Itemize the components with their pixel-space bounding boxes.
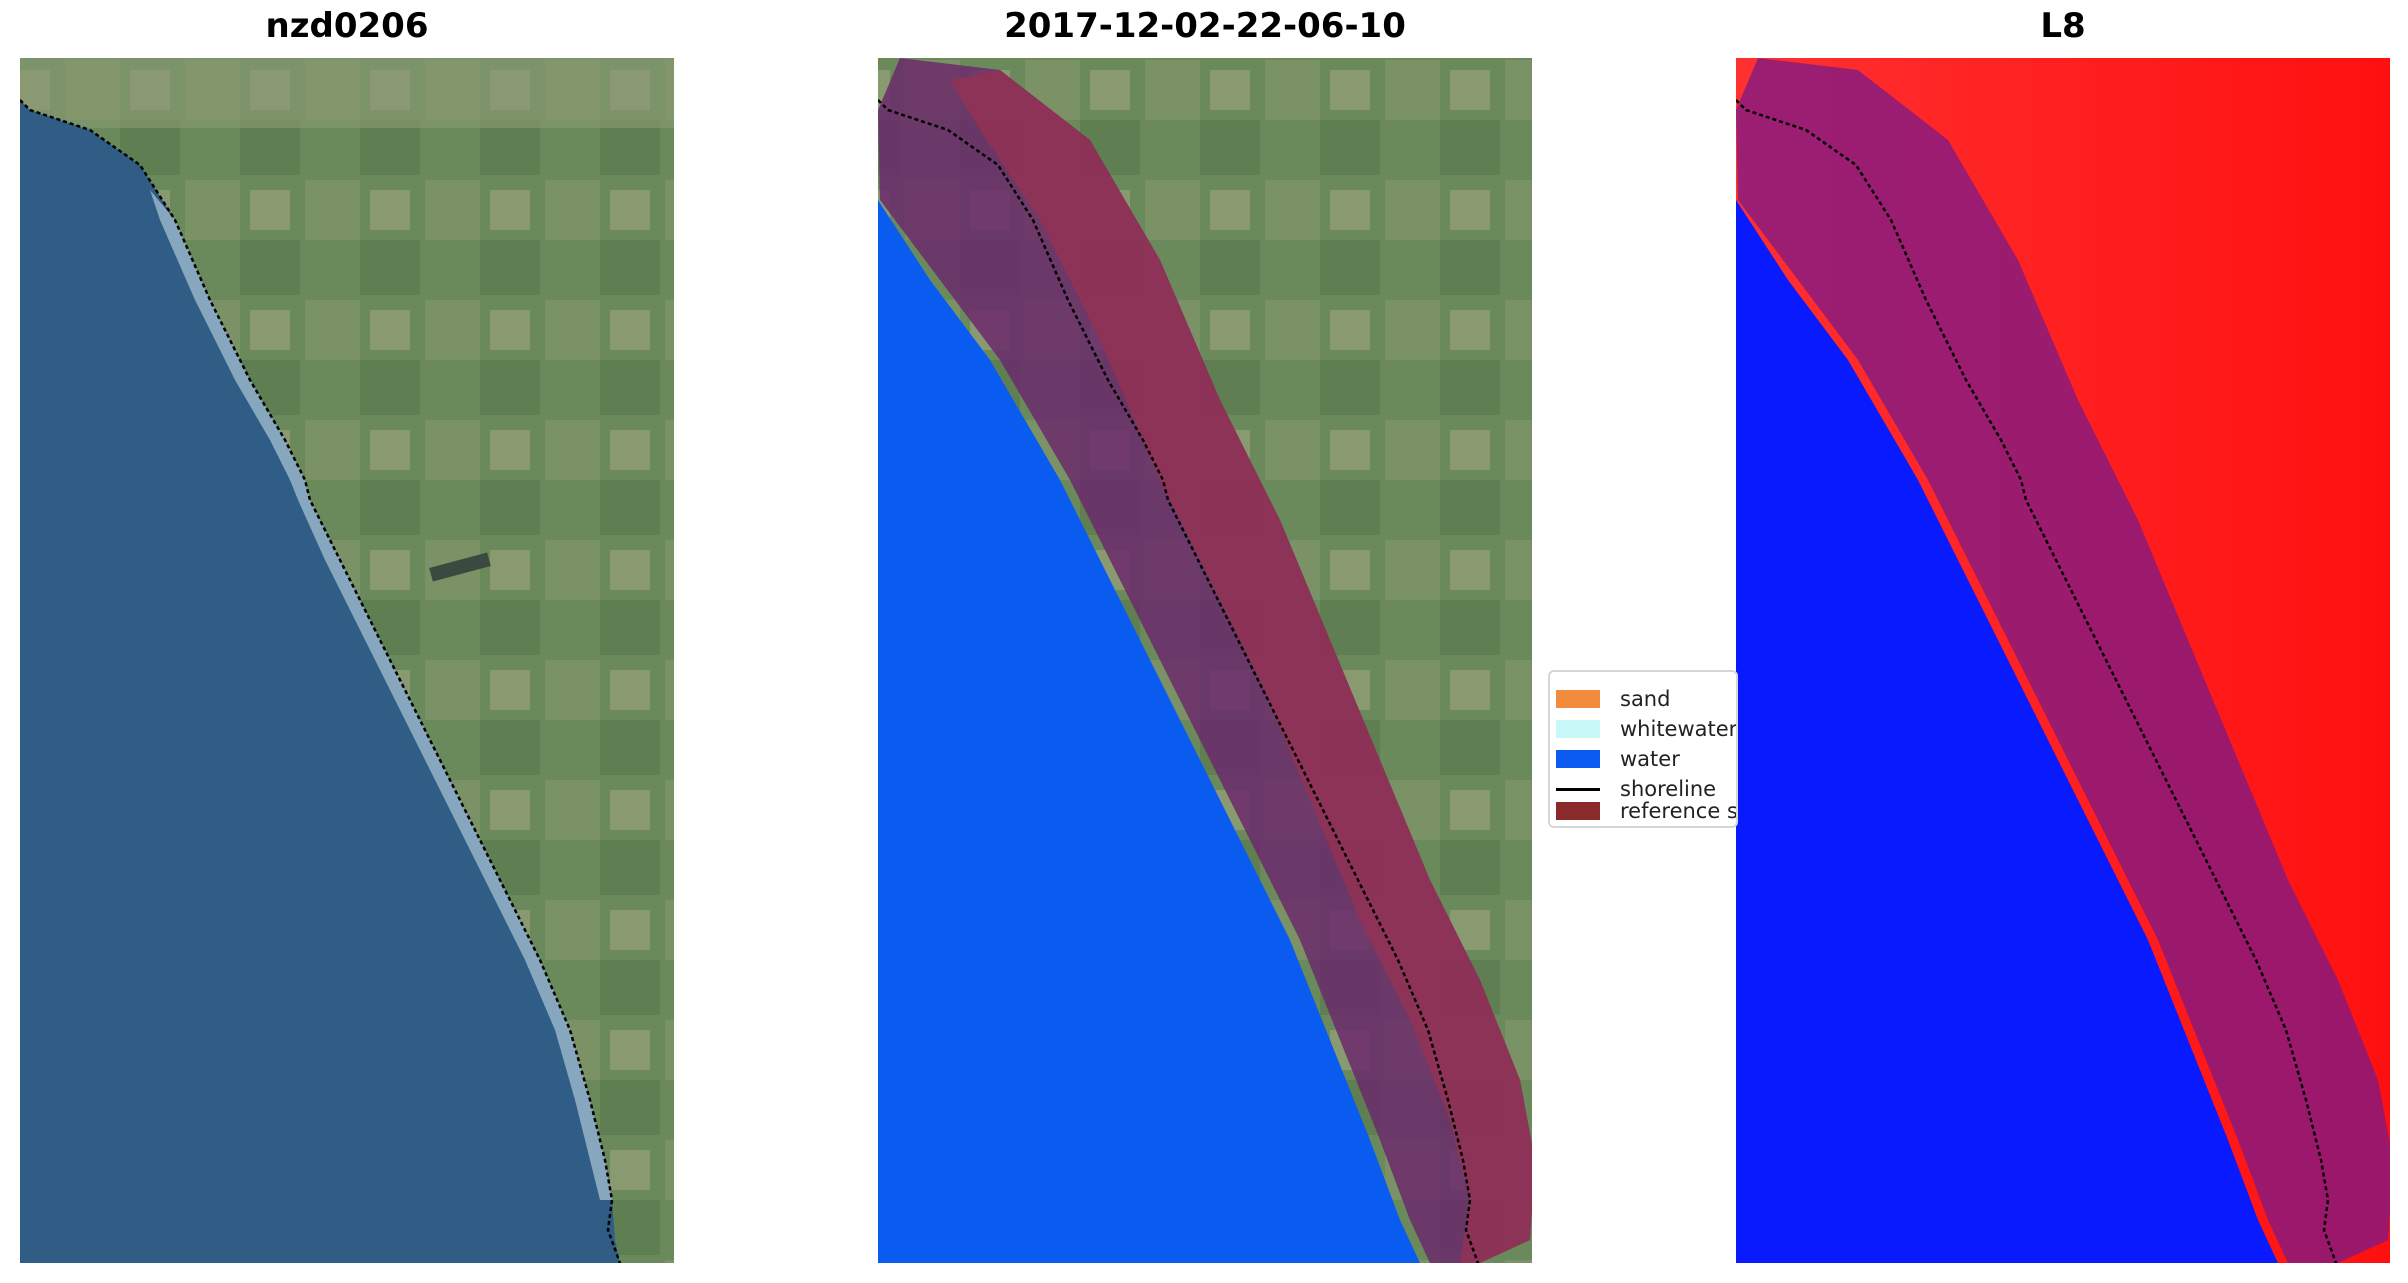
rgb-image-panel xyxy=(20,58,674,1263)
shoreline-line-mndwi xyxy=(1736,99,2338,1263)
shoreline-line-classified xyxy=(878,99,1480,1263)
reference-shoreline-buffer-classified xyxy=(878,58,1532,1263)
water-swatch xyxy=(1556,750,1600,768)
legend-item-whitewater: whitewater xyxy=(1550,714,1736,744)
whitewater-swatch xyxy=(1556,720,1600,738)
shoreline-line-rgb xyxy=(20,99,622,1263)
reference-shoreline-swatch xyxy=(1556,802,1600,820)
legend: sand whitewater water shoreline referenc… xyxy=(1548,670,1738,828)
water-index-area xyxy=(1736,200,2278,1263)
legend-item-reference-shoreline: reference shoreline buffer xyxy=(1550,796,1736,826)
classification-panel xyxy=(878,58,1532,1263)
ocean-area xyxy=(20,100,620,1263)
water-class-area xyxy=(878,200,1420,1263)
legend-item-sand: sand xyxy=(1550,684,1670,714)
panel-title-rgb: nzd0206 xyxy=(265,6,429,46)
panel-title-classification: 2017-12-02-22-06-10 xyxy=(1004,6,1406,46)
legend-item-water: water xyxy=(1550,744,1680,774)
sand-swatch xyxy=(1556,690,1600,708)
surf-zone xyxy=(150,190,612,1200)
mndwi-panel xyxy=(1736,58,2390,1263)
legend-item-shoreline: shoreline xyxy=(1550,774,1716,804)
reference-shoreline-buffer-mndwi xyxy=(1736,58,2390,1263)
shoreline-swatch xyxy=(1556,787,1600,791)
panel-title-mndwi: L8 xyxy=(2040,6,2086,46)
